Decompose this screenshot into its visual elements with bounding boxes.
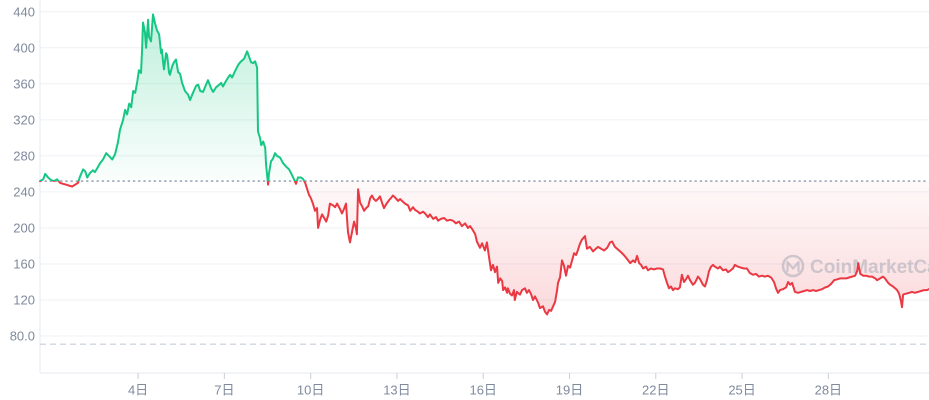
x-axis-tick-label: 25日 xyxy=(728,383,755,398)
y-axis-tick-label: 400 xyxy=(13,40,35,55)
current-price-badge: 252 xyxy=(14,173,36,189)
x-axis-tick-label: 22日 xyxy=(642,383,669,398)
x-axis-tick-label: 28日 xyxy=(815,383,842,398)
x-axis-tick-label: 10日 xyxy=(297,383,324,398)
y-axis-tick-label: 440 xyxy=(13,4,35,19)
x-axis-tick-label: 13日 xyxy=(383,383,410,398)
price-line-down xyxy=(39,181,929,316)
y-axis-tick-label: 120 xyxy=(13,293,35,308)
coinmarketcap-logo-icon xyxy=(781,254,805,278)
y-axis-tick-label: 160 xyxy=(13,257,35,272)
y-axis-tick-label: 200 xyxy=(13,220,35,235)
x-axis-tick-label: 4日 xyxy=(128,383,148,398)
coinmarketcap-watermark: CoinMarketCap xyxy=(781,254,929,278)
y-axis-tick-label: 80.0 xyxy=(10,329,35,344)
y-axis-tick-label: 240 xyxy=(13,184,35,199)
y-axis-tick-label: 360 xyxy=(13,76,35,91)
area-fill-above-baseline xyxy=(40,14,305,182)
price-line-up xyxy=(39,13,306,182)
y-axis-tick-label: 280 xyxy=(13,148,35,163)
x-axis-tick-label: 19日 xyxy=(556,383,583,398)
watermark-m-glyph xyxy=(786,260,800,273)
x-axis-tick-label: 7日 xyxy=(214,383,234,398)
x-axis-tick-label: 16日 xyxy=(469,383,496,398)
y-axis-tick-label: 320 xyxy=(13,112,35,127)
watermark-text: CoinMarketCap xyxy=(810,257,929,278)
